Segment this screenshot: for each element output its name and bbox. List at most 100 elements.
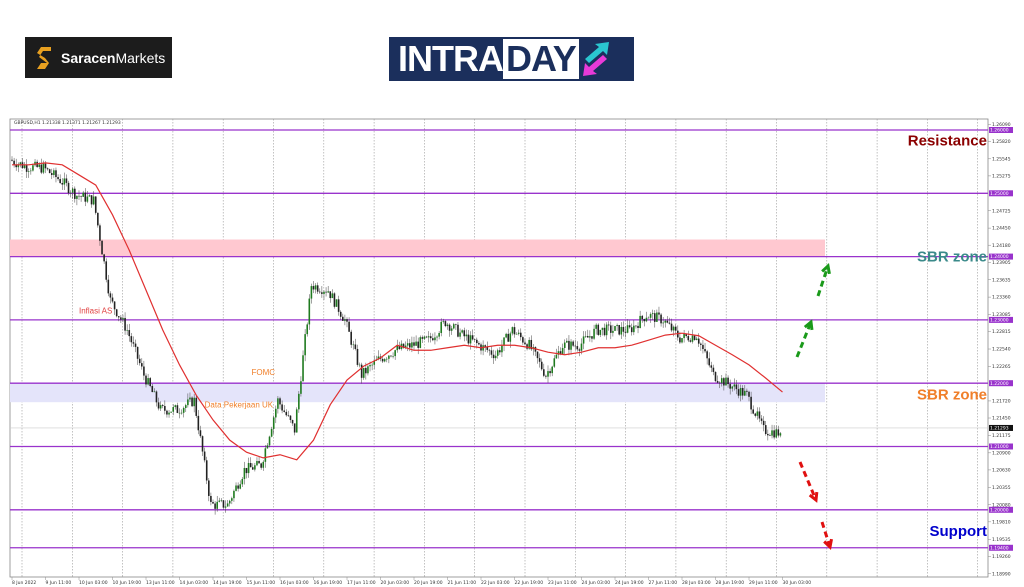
bear-candle [545, 375, 547, 377]
bull-candle [662, 322, 664, 324]
level-price-label: 1.21000 [990, 444, 1009, 450]
bear-candle [758, 411, 761, 419]
bull-candle [672, 326, 675, 331]
bull-candle [440, 321, 443, 334]
intraday-logo-part2: DAY [503, 39, 579, 79]
bear-candle [754, 413, 757, 416]
bear-candle [572, 341, 574, 346]
bear-candle [471, 335, 474, 340]
bull-candle [404, 345, 407, 348]
bull-candle [189, 397, 191, 400]
bull-candle [633, 325, 635, 333]
bear-candle [507, 333, 510, 342]
y-tick-label: 1.25545 [992, 156, 1011, 162]
bear-candle [578, 349, 581, 351]
bull-candle [419, 337, 422, 348]
event-annotation: Data Pekerjaan UK [205, 400, 274, 409]
bear-candle [576, 346, 579, 350]
bull-candle [396, 345, 399, 351]
y-tick-label: 1.20900 [992, 450, 1011, 456]
bear-candle [78, 195, 80, 197]
bear-candle [641, 315, 644, 320]
level-price-label: 1.19400 [990, 545, 1009, 551]
bear-candle [624, 331, 627, 333]
y-tick-label: 1.18990 [992, 571, 1011, 577]
sbr-zone [10, 239, 825, 257]
bull-candle [731, 386, 734, 389]
bear-candle [342, 316, 344, 321]
bull-candle [27, 171, 30, 172]
bull-candle [30, 170, 32, 172]
bear-candle [402, 343, 405, 348]
bull-candle [180, 412, 183, 414]
x-tick-label: 23 Jun 11:00 [548, 580, 577, 586]
x-tick-label: 22 Jun 03:00 [481, 580, 510, 586]
bear-candle [549, 371, 551, 374]
bull-candle [553, 358, 556, 367]
bull-candle [605, 324, 608, 336]
bull-candle [220, 500, 223, 501]
bear-candle [729, 384, 731, 389]
bull-candle [310, 286, 313, 299]
bear-candle [668, 322, 671, 324]
bear-candle [348, 321, 350, 332]
bull-candle [494, 355, 497, 359]
bull-candle [695, 338, 698, 340]
bear-candle [132, 342, 135, 344]
x-tick-label: 30 Jun 03:00 [783, 580, 812, 586]
bear-candle [46, 168, 49, 170]
bear-candle [205, 460, 208, 481]
bull-candle [262, 461, 265, 468]
bull-candle [247, 463, 250, 474]
bull-candle [17, 164, 20, 168]
x-tick-label: 14 Jun 19:00 [213, 580, 242, 586]
level-price-label: 1.22000 [990, 381, 1009, 387]
bear-candle [413, 342, 415, 346]
bull-candle [528, 339, 530, 349]
bear-candle [607, 324, 610, 326]
bull-candle [664, 320, 667, 323]
bear-candle [57, 177, 59, 180]
bear-candle [237, 485, 239, 489]
bear-candle [105, 261, 108, 280]
bear-candle [769, 435, 771, 436]
bear-candle [80, 196, 82, 197]
bear-candle [258, 461, 260, 464]
y-tick-label: 1.25275 [992, 173, 1011, 179]
level-price-tag [989, 506, 1013, 513]
current-price-label: 1.21293 [990, 426, 1009, 432]
bull-candle [344, 319, 346, 321]
bear-candle [425, 336, 428, 338]
bull-candle [92, 196, 95, 205]
bear-candle [398, 345, 401, 350]
bull-candle [639, 315, 641, 328]
bear-candle [457, 324, 459, 337]
y-tick-label: 1.19810 [992, 519, 1011, 525]
bull-candle [436, 336, 438, 338]
bear-candle [476, 339, 478, 344]
event-annotation: Inflasi AS [79, 307, 112, 316]
bull-candle [314, 285, 317, 290]
bull-candle [218, 500, 221, 502]
bull-candle [616, 325, 618, 327]
bear-candle [777, 429, 780, 436]
bear-candle [111, 297, 114, 302]
bear-candle [350, 331, 352, 345]
bear-candle [136, 346, 139, 359]
x-tick-label: 9 Jun 11:00 [46, 580, 72, 586]
bear-candle [597, 324, 600, 335]
bear-candle [365, 367, 367, 374]
y-tick-label: 1.24450 [992, 226, 1011, 232]
bullish-arrow-icon-head [803, 319, 814, 331]
plot-area [9, 118, 989, 578]
bear-candle [727, 377, 729, 385]
bear-candle [499, 350, 501, 353]
bear-candle [222, 500, 225, 508]
bull-candle [614, 326, 616, 331]
bull-candle [272, 417, 275, 429]
bull-candle [306, 324, 309, 335]
bull-candle [266, 445, 269, 449]
bull-candle [369, 365, 371, 367]
bull-candle [226, 503, 229, 507]
bull-candle [38, 164, 41, 167]
